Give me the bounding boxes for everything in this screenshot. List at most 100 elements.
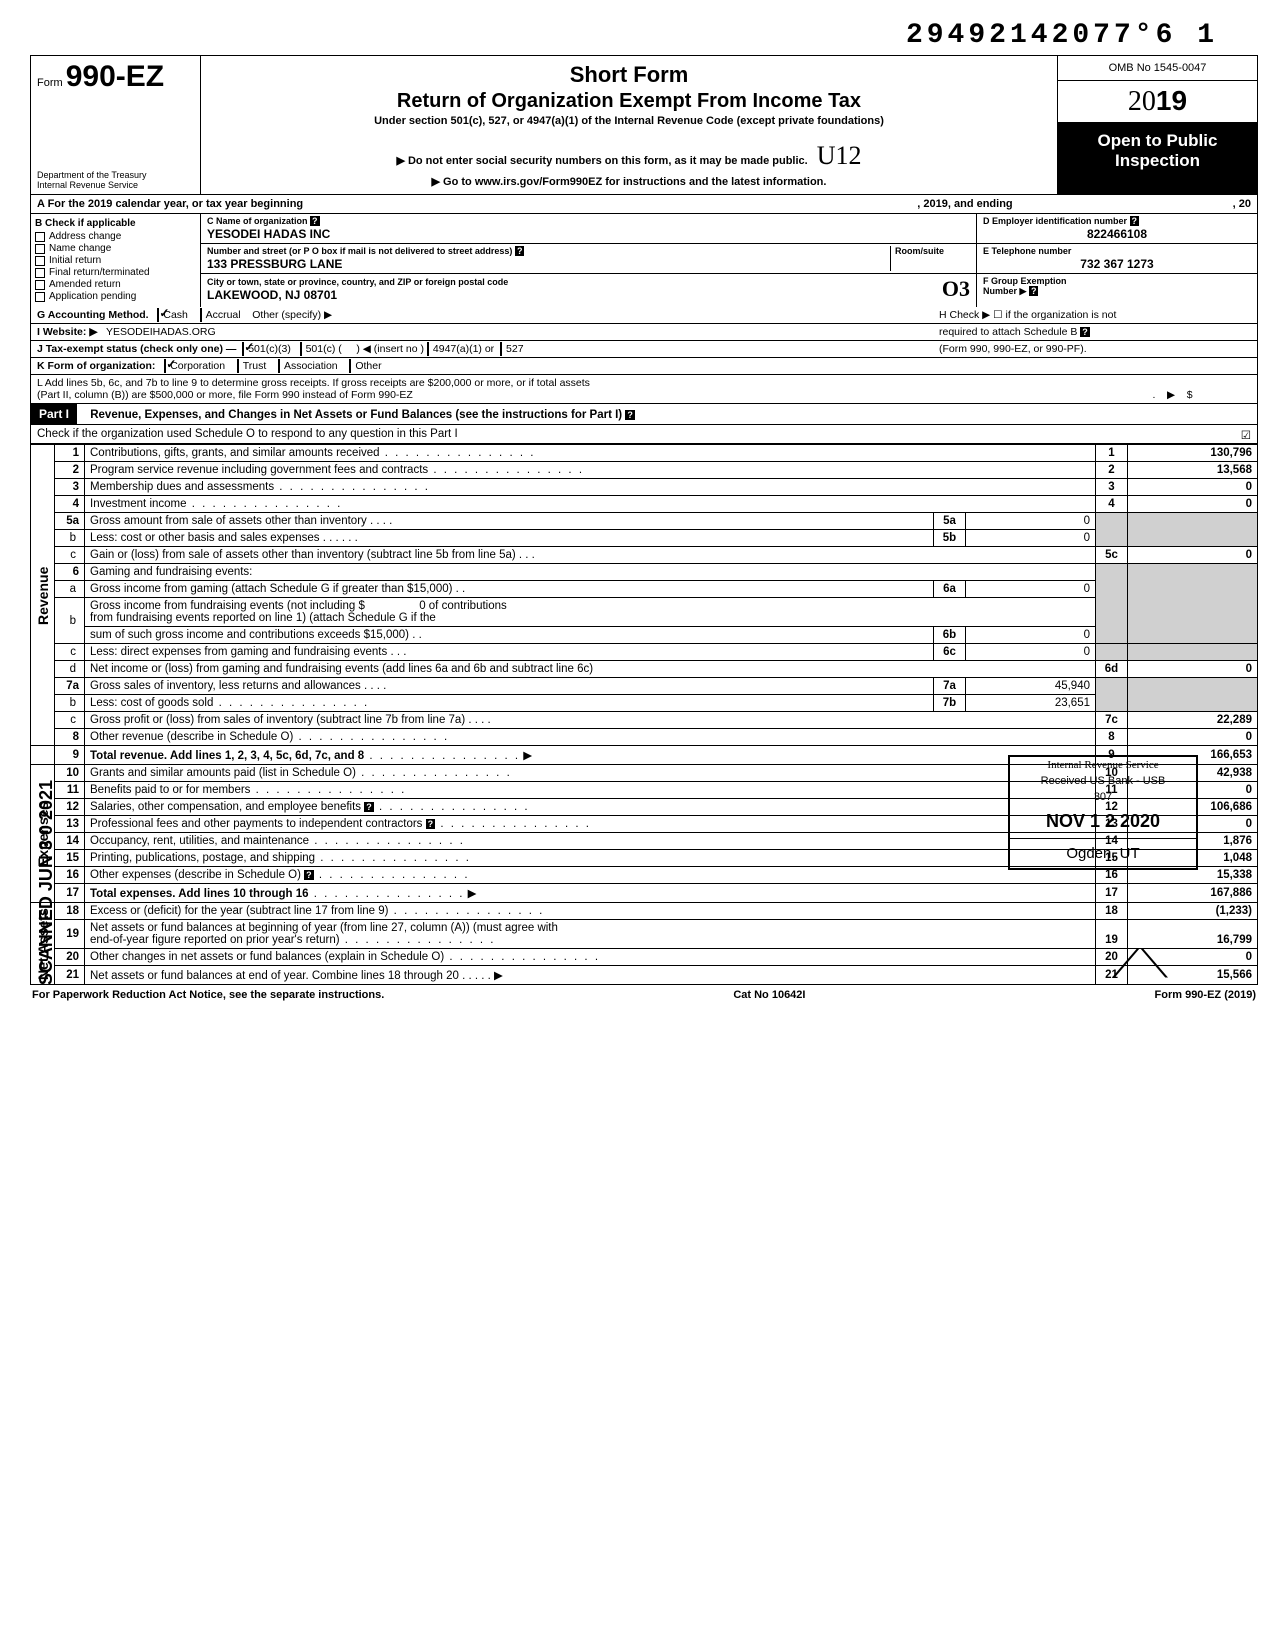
cb-accrual[interactable] bbox=[200, 308, 202, 322]
line-ref: 18 bbox=[1096, 903, 1128, 920]
shaded-cell bbox=[1096, 564, 1128, 644]
line-num: 20 bbox=[55, 949, 85, 966]
line-desc: Gaming and fundraising events: bbox=[85, 564, 1096, 581]
mid-line-ref: 5a bbox=[934, 513, 966, 530]
l-line-1: L Add lines 5b, 6c, and 7b to line 9 to … bbox=[37, 377, 1251, 389]
cb-initial-return[interactable]: Initial return bbox=[35, 255, 196, 266]
line-value: 167,886 bbox=[1128, 884, 1258, 903]
line-desc: Total revenue. Add lines 1, 2, 3, 4, 5c,… bbox=[90, 750, 364, 762]
mid-line-value: 23,651 bbox=[966, 695, 1096, 712]
short-form-title: Short Form bbox=[209, 62, 1049, 88]
501c-label: 501(c) ( bbox=[306, 343, 342, 355]
address-row: Number and street (or P O box if mail is… bbox=[201, 244, 976, 274]
line-desc: end-of-year figure reported on prior yea… bbox=[90, 934, 340, 946]
cb-501c[interactable] bbox=[300, 342, 302, 356]
shaded-cell bbox=[1128, 513, 1258, 547]
form-number: Form 990-EZ bbox=[37, 60, 194, 94]
mid-line-value: 0 bbox=[966, 581, 1096, 598]
line-desc: Less: direct expenses from gaming and fu… bbox=[90, 646, 387, 658]
help-icon[interactable]: ? bbox=[426, 819, 436, 829]
line-desc: 0 of contributions bbox=[419, 600, 507, 612]
help-icon[interactable]: ? bbox=[310, 216, 320, 226]
4947-label: 4947(a)(1) or bbox=[433, 343, 494, 355]
line-num: 15 bbox=[55, 850, 85, 867]
footer-left: For Paperwork Reduction Act Notice, see … bbox=[32, 989, 384, 1001]
line-ref: 5c bbox=[1096, 547, 1128, 564]
line-num: b bbox=[55, 695, 85, 712]
help-icon[interactable]: ? bbox=[515, 246, 525, 256]
help-icon[interactable]: ? bbox=[364, 802, 374, 812]
line-num: 6 bbox=[55, 564, 85, 581]
group-exemption-label: F Group Exemption bbox=[983, 276, 1251, 286]
cb-other-org[interactable] bbox=[349, 359, 351, 373]
cb-corporation[interactable] bbox=[164, 359, 166, 373]
cb-association[interactable] bbox=[278, 359, 280, 373]
return-title: Return of Organization Exempt From Incom… bbox=[209, 90, 1049, 113]
schedule-b-text: required to attach Schedule B bbox=[939, 326, 1077, 338]
line-desc: Less: cost of goods sold bbox=[90, 697, 213, 709]
arrow-line-1: ▶ Do not enter social security numbers o… bbox=[396, 155, 807, 167]
stamp-line-2: Received US Bank - USB bbox=[1010, 773, 1196, 789]
l-dollar: $ bbox=[1187, 389, 1193, 401]
cb-final-return[interactable]: Final return/terminated bbox=[35, 267, 196, 278]
cb-4947[interactable] bbox=[427, 342, 429, 356]
phone-value: 732 367 1273 bbox=[983, 257, 1251, 271]
line-value: 0 bbox=[1128, 479, 1258, 496]
cb-trust[interactable] bbox=[237, 359, 239, 373]
mid-line-ref: 7a bbox=[934, 678, 966, 695]
org-name-value: YESODEI HADAS INC bbox=[207, 227, 970, 241]
cb-label: Name change bbox=[49, 243, 111, 254]
mid-line-ref: 5b bbox=[934, 530, 966, 547]
org-name-label: C Name of organization bbox=[207, 216, 308, 226]
line-ref: 4 bbox=[1096, 496, 1128, 513]
form-header: Form 990-EZ Department of the Treasury I… bbox=[30, 55, 1258, 194]
form-header-mid: Short Form Return of Organization Exempt… bbox=[201, 56, 1057, 194]
501c3-label: 501(c)(3) bbox=[248, 343, 291, 355]
part-1-badge: Part I bbox=[31, 404, 77, 424]
open-line-2: Inspection bbox=[1062, 151, 1253, 171]
line-ref: 17 bbox=[1096, 884, 1128, 903]
receipt-stamp-number: 29492142077°6 1 bbox=[30, 20, 1258, 51]
line-value: 13,568 bbox=[1128, 462, 1258, 479]
help-icon[interactable]: ? bbox=[304, 870, 314, 880]
cb-cash[interactable] bbox=[157, 308, 159, 322]
row-k: K Form of organization: Corporation Trus… bbox=[31, 358, 1257, 375]
dept-line-2: Internal Revenue Service bbox=[37, 180, 194, 190]
mid-line-ref: 7b bbox=[934, 695, 966, 712]
line-desc: Gross income from fundraising events (no… bbox=[90, 600, 365, 612]
omb-number: OMB No 1545-0047 bbox=[1058, 56, 1257, 81]
shaded-cell bbox=[1128, 678, 1258, 712]
cb-address-change[interactable]: Address change bbox=[35, 231, 196, 242]
part-1-check-row: Check if the organization used Schedule … bbox=[30, 425, 1258, 444]
help-icon[interactable]: ? bbox=[1130, 216, 1140, 226]
line-value: 0 bbox=[1128, 661, 1258, 678]
part-1-header-row: Part I Revenue, Expenses, and Changes in… bbox=[30, 404, 1258, 425]
cb-501c3[interactable] bbox=[242, 342, 244, 356]
other-specify-label: Other (specify) ▶ bbox=[252, 309, 332, 321]
line-desc: Program service revenue including govern… bbox=[90, 464, 428, 476]
city-value: LAKEWOOD, NJ 08701 bbox=[207, 288, 942, 302]
line-num: 2 bbox=[55, 462, 85, 479]
cb-application-pending[interactable]: Application pending bbox=[35, 291, 196, 302]
line-value: 22,289 bbox=[1128, 712, 1258, 729]
help-icon[interactable]: ? bbox=[625, 410, 635, 420]
line-desc: Other changes in net assets or fund bala… bbox=[90, 951, 444, 963]
cb-amended-return[interactable]: Amended return bbox=[35, 279, 196, 290]
line-desc: Gain or (loss) from sale of assets other… bbox=[90, 549, 516, 561]
line-num: 14 bbox=[55, 833, 85, 850]
line-ref: 1 bbox=[1096, 445, 1128, 462]
line-desc: Gross sales of inventory, less returns a… bbox=[90, 680, 361, 692]
tax-year: 2019 bbox=[1058, 81, 1257, 123]
cb-527[interactable] bbox=[500, 342, 502, 356]
cb-name-change[interactable]: Name change bbox=[35, 243, 196, 254]
row-a-left: A For the 2019 calendar year, or tax yea… bbox=[37, 198, 303, 210]
line-desc: Grants and similar amounts paid (list in… bbox=[90, 767, 356, 779]
stamp-date: NOV 1 2 2020 bbox=[1010, 805, 1196, 838]
line-desc: Other expenses (describe in Schedule O) bbox=[90, 869, 301, 881]
h-check-label: H Check ▶ ☐ if the organization is not bbox=[931, 309, 1251, 321]
part-1-checkbox[interactable]: ☑ bbox=[1241, 428, 1251, 442]
help-icon[interactable]: ? bbox=[1080, 327, 1090, 337]
line-desc: Gross income from gaming (attach Schedul… bbox=[90, 583, 452, 595]
527-label: 527 bbox=[506, 343, 524, 355]
help-icon[interactable]: ? bbox=[1029, 286, 1039, 296]
